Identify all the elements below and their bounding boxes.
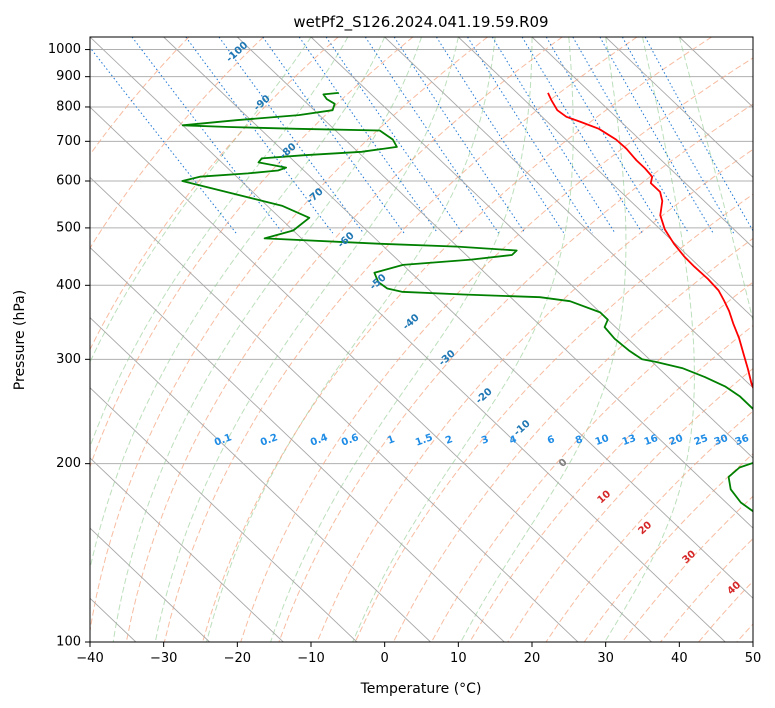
y-tick-label: 500: [56, 220, 81, 235]
mixing-ratio-label: 6: [546, 434, 556, 447]
mixing-ratio-line: [325, 37, 463, 234]
dry-adiabat: [163, 37, 638, 642]
y-tick-label: 600: [56, 173, 81, 188]
x-tick-label: 20: [524, 651, 541, 666]
isotherm-line: [384, 37, 753, 389]
mixing-ratio-label: 30: [713, 433, 730, 448]
dry-adiabat: [431, 281, 753, 642]
moist-adiabat: [112, 37, 422, 642]
isotherm-line: [310, 37, 753, 459]
dry-adiabat: [392, 237, 753, 642]
mixing-ratio-label: 8: [574, 434, 584, 447]
dry-adiabat: [90, 37, 190, 156]
x-tick-label: 30: [597, 651, 614, 666]
mixing-ratio-label: 3: [480, 434, 490, 447]
mixing-ratio-label: 16: [643, 433, 660, 448]
grid-lines: [90, 49, 753, 642]
isotherm-line: [90, 37, 726, 642]
x-tick-label: 40: [671, 651, 688, 666]
y-tick-label: 800: [56, 99, 81, 114]
y-tick-label: 400: [56, 278, 81, 293]
y-tick-label: 1000: [48, 42, 81, 57]
isotherm-line: [605, 37, 753, 178]
isotherm-line: [163, 37, 753, 599]
moist-adiabat: [154, 37, 459, 642]
isotherm-line: [90, 106, 652, 642]
dry-adiabat: [90, 37, 488, 634]
isotherm-line: [90, 527, 210, 642]
x-tick-label: 50: [745, 651, 762, 666]
x-tick-label: 10: [450, 651, 467, 666]
x-tick-label: 0: [381, 651, 389, 666]
moist-adiabat: [352, 37, 574, 642]
mixing-ratio-label: 36: [734, 433, 751, 448]
mixing-ratio-line: [491, 37, 616, 234]
mixing-ratio-lines: [90, 37, 753, 234]
dry-adiabat: [507, 367, 753, 642]
skewed-isotherms: [0, 37, 753, 642]
x-axis-label: Temperature (°C): [360, 681, 482, 697]
dewpoint-profile-line: [181, 92, 753, 513]
mixing-ratio-label: 2: [444, 434, 454, 447]
mixing-ratio-line: [262, 37, 405, 234]
moist-adiabat: [90, 37, 312, 364]
mixing-ratio-line: [467, 37, 593, 234]
y-tick-label: 100: [56, 635, 81, 650]
dry-adiabat: [90, 37, 264, 250]
y-axis-ticks: 100 200 300 400 500 600 700 800 900 1000: [48, 42, 90, 650]
y-tick-label: 200: [56, 456, 81, 471]
moist-adiabat: [206, 37, 496, 642]
moist-adiabat: [460, 37, 627, 642]
profile-series: [181, 92, 753, 513]
isotherm-line: [531, 37, 753, 249]
y-tick-label: 300: [56, 352, 81, 367]
moist-adiabat: [90, 37, 349, 449]
isotherm-line: [0, 37, 62, 642]
dry-adiabat: [90, 37, 414, 468]
mixing-ratio-line: [131, 37, 284, 234]
isotherm-line: [90, 176, 579, 642]
x-tick-label: −10: [297, 651, 324, 666]
mixing-ratio-line: [364, 37, 500, 234]
plot-frame: [89, 36, 754, 643]
mixing-ratio-label: 1: [386, 434, 396, 447]
mixing-ratio-label: 25: [693, 433, 710, 448]
isotherm-line: [90, 387, 358, 642]
x-axis-ticks: −40 −30 −20 −10 0 10 20 30 40 50: [76, 642, 761, 666]
mixing-ratio-label: 13: [621, 433, 638, 448]
y-tick-label: 900: [56, 69, 81, 84]
isotherm-line: [90, 246, 505, 642]
mixing-ratio-line: [572, 37, 690, 234]
y-axis-label: Pressure (hPa): [12, 290, 28, 390]
mixing-ratio-line: [521, 37, 643, 234]
chart-title: wetPf2_S126.2024.041.19.59.R09: [293, 13, 548, 32]
x-tick-label: −30: [150, 651, 177, 666]
temperature-profile-line: [547, 92, 753, 390]
mixing-ratio-line: [435, 37, 565, 234]
x-tick-label: −40: [76, 651, 103, 666]
isotherm-line: [458, 37, 753, 319]
mixing-ratio-line: [545, 37, 665, 234]
isotherm-line: [90, 457, 284, 642]
mixing-ratio-label: 4: [508, 434, 518, 447]
plot-area: [0, 37, 753, 642]
y-tick-label: 700: [56, 134, 81, 149]
dry-adiabat: [354, 193, 753, 642]
mixing-ratio-label: 20: [668, 433, 685, 448]
mixing-ratio-line: [644, 37, 753, 232]
isotherm-line: [752, 37, 753, 38]
plot-background: [90, 37, 753, 642]
moist-adiabat: [270, 37, 533, 642]
mixing-ratio-line: [90, 46, 237, 234]
moist-adiabats: [90, 37, 753, 642]
mixing-ratio-label: 10: [594, 433, 611, 448]
isotherm-line: [90, 317, 431, 642]
x-tick-label: −20: [224, 651, 251, 666]
mixing-ratio-line: [185, 37, 334, 234]
mixing-ratio-line: [298, 37, 439, 234]
isotherm-line: [237, 37, 753, 529]
moist-adiabat: [604, 37, 695, 642]
